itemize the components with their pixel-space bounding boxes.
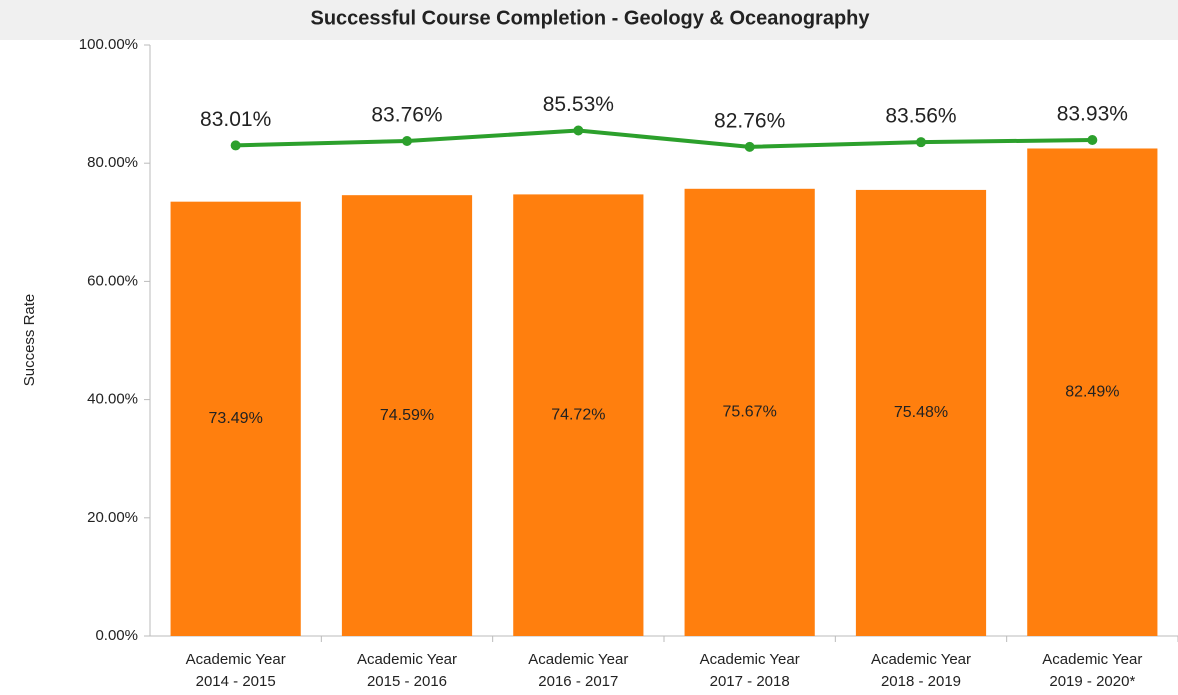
bar-value-label: 74.72% — [551, 406, 605, 423]
line-value-label: 82.76% — [714, 109, 785, 132]
x-tick-label: Academic Year — [357, 651, 457, 668]
line-value-label: 83.93% — [1057, 103, 1128, 126]
bar — [170, 201, 301, 636]
x-tick-label: 2019 - 2020* — [1049, 673, 1135, 690]
line-point — [573, 125, 584, 136]
line-value-label: 83.56% — [885, 105, 956, 128]
bar — [855, 189, 987, 636]
chart-title: Successful Course Completion - Geology &… — [311, 7, 871, 29]
bar — [513, 194, 644, 637]
bar — [341, 195, 473, 636]
bar-value-label: 82.49% — [1065, 383, 1119, 400]
bar — [684, 188, 815, 637]
x-tick-label: Academic Year — [528, 651, 628, 668]
line-point — [402, 135, 412, 146]
title-band — [0, 0, 1178, 40]
line-point — [230, 140, 241, 151]
y-tick-label: 0.00% — [95, 627, 138, 644]
y-tick-label: 40.00% — [87, 391, 138, 408]
bar-value-label: 73.49% — [209, 410, 263, 427]
y-tick-label: 20.00% — [87, 509, 138, 526]
x-tick-label: 2017 - 2018 — [710, 673, 790, 690]
bar-value-label: 75.48% — [894, 404, 948, 421]
bar-value-label: 74.59% — [380, 407, 434, 424]
line-point — [1087, 134, 1098, 145]
line-value-label: 83.01% — [200, 108, 271, 131]
y-tick-label: 100.00% — [79, 36, 138, 53]
line-value-label: 83.76% — [371, 104, 442, 127]
x-tick-label: 2015 - 2016 — [367, 673, 447, 690]
x-tick-label: Academic Year — [871, 651, 971, 668]
y-axis-label: Success Rate — [21, 294, 38, 387]
x-tick-label: 2014 - 2015 — [196, 673, 276, 690]
x-tick-label: Academic Year — [700, 651, 800, 668]
y-tick-label: 60.00% — [87, 272, 138, 289]
x-tick-label: 2018 - 2019 — [881, 673, 961, 690]
x-tick-label: Academic Year — [1042, 651, 1142, 668]
bar-value-label: 75.67% — [723, 404, 777, 421]
bar — [1027, 148, 1158, 636]
line-point — [744, 141, 755, 152]
x-tick-label: 2016 - 2017 — [538, 673, 618, 690]
line-point — [916, 137, 926, 148]
line — [235, 128, 1093, 149]
y-tick-label: 80.00% — [87, 154, 138, 171]
x-tick-label: Academic Year — [186, 651, 286, 668]
line-value-label: 85.53% — [543, 93, 614, 116]
